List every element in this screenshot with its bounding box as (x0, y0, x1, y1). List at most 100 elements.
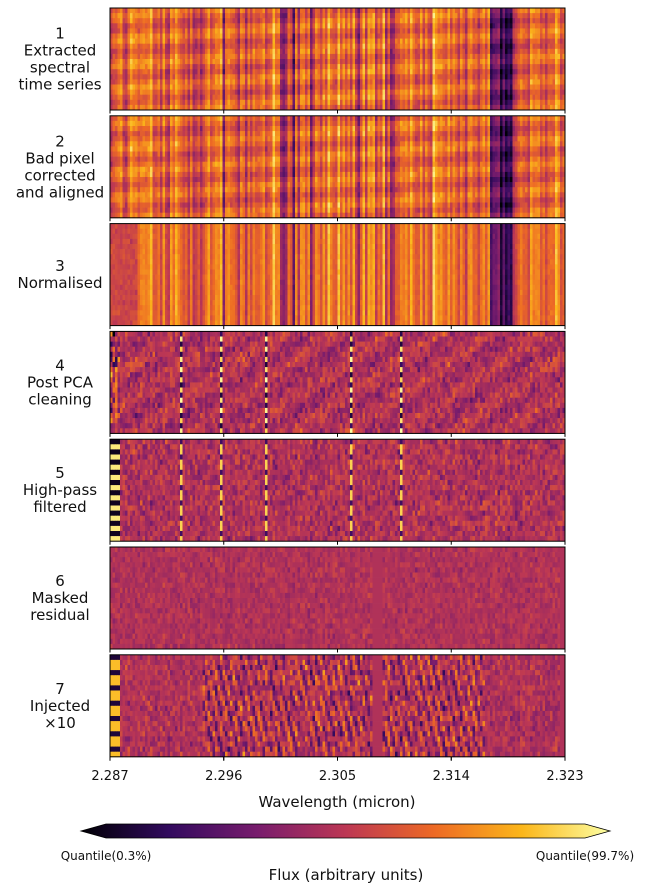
heatmap-cell (278, 74, 281, 79)
heatmap-cell (460, 23, 463, 28)
heatmap-cell (198, 39, 201, 44)
heatmap-cell (168, 85, 171, 90)
heatmap-cell (483, 131, 486, 136)
heatmap-cell (155, 39, 158, 44)
heatmap-cell (348, 64, 351, 69)
heatmap-cell (473, 95, 476, 100)
heatmap-cell (483, 64, 486, 69)
heatmap-cell (170, 54, 173, 59)
heatmap-cell (503, 64, 506, 69)
heatmap-cell (550, 95, 553, 100)
heatmap-cell (545, 44, 548, 49)
heatmap-cell (500, 85, 503, 90)
heatmap-cell (128, 49, 131, 54)
heatmap-cell (320, 64, 323, 69)
heatmap-cell (460, 79, 463, 84)
heatmap-cell (458, 100, 461, 105)
heatmap-cell (308, 146, 311, 151)
heatmap-cell (298, 49, 301, 54)
heatmap-cell (115, 34, 118, 39)
heatmap-cell (368, 59, 371, 64)
heatmap-cell (388, 131, 391, 136)
heatmap-cell (320, 23, 323, 28)
heatmap-cell (483, 34, 486, 39)
heatmap-cell (190, 64, 193, 69)
heatmap-cell (293, 146, 296, 151)
heatmap-cell (235, 23, 238, 28)
heatmap-cell (328, 64, 331, 69)
heatmap-cell (388, 95, 391, 100)
heatmap-cell (350, 74, 353, 79)
heatmap-cell (325, 131, 328, 136)
heatmap-cell (348, 116, 351, 121)
heatmap-cell (513, 34, 516, 39)
heatmap-cell (323, 126, 326, 131)
heatmap-cell (465, 79, 468, 84)
heatmap-cell (473, 54, 476, 59)
heatmap-cell (353, 44, 356, 49)
heatmap-cell (270, 54, 273, 59)
heatmap-cell (173, 23, 176, 28)
heatmap-cell (523, 54, 526, 59)
heatmap-cell (118, 8, 121, 13)
heatmap-cell (475, 74, 478, 79)
heatmap-cell (468, 8, 471, 13)
heatmap-cell (413, 59, 416, 64)
heatmap-cell (258, 85, 261, 90)
heatmap-cell (340, 8, 343, 13)
heatmap-cell (310, 54, 313, 59)
heatmap-cell (258, 90, 261, 95)
heatmap-cell (408, 100, 411, 105)
heatmap-cell (408, 146, 411, 151)
heatmap-cell (150, 64, 153, 69)
heatmap-cell (323, 44, 326, 49)
heatmap-cell (490, 44, 493, 49)
heatmap-cell (195, 49, 198, 54)
heatmap-cell (240, 121, 243, 126)
heatmap-cell (238, 13, 241, 18)
heatmap-cell (213, 79, 216, 84)
heatmap-cell (368, 95, 371, 100)
heatmap-cell (290, 121, 293, 126)
heatmap-cell (185, 141, 188, 146)
heatmap-cell (410, 59, 413, 64)
heatmap-cell (300, 74, 303, 79)
heatmap-cell (305, 74, 308, 79)
heatmap-cell (410, 131, 413, 136)
heatmap-cell (428, 8, 431, 13)
heatmap-cell (190, 23, 193, 28)
heatmap-cell (368, 136, 371, 141)
heatmap-cell (193, 100, 196, 105)
heatmap-cell (228, 69, 231, 74)
heatmap-cell (228, 90, 231, 95)
heatmap-cell (368, 146, 371, 151)
heatmap-cell (465, 64, 468, 69)
heatmap-cell (268, 131, 271, 136)
heatmap-cell (410, 74, 413, 79)
heatmap-cell (365, 85, 368, 90)
heatmap-cell (268, 152, 271, 157)
heatmap-cell (473, 100, 476, 105)
heatmap-cell (120, 74, 123, 79)
heatmap-cell (163, 141, 166, 146)
heatmap-cell (528, 141, 531, 146)
heatmap-cell (125, 79, 128, 84)
heatmap-cell (335, 13, 338, 18)
heatmap-cell (245, 69, 248, 74)
heatmap-cell (320, 69, 323, 74)
heatmap-cell (478, 18, 481, 23)
heatmap-cell (458, 59, 461, 64)
heatmap-cell (440, 100, 443, 105)
heatmap-cell (350, 79, 353, 84)
heatmap-cell (530, 39, 533, 44)
heatmap-cell (155, 136, 158, 141)
heatmap-cell (425, 74, 428, 79)
heatmap-cell (385, 69, 388, 74)
heatmap-cell (155, 95, 158, 100)
heatmap-cell (535, 126, 538, 131)
heatmap-cell (253, 39, 256, 44)
heatmap-cell (318, 126, 321, 131)
heatmap-cell (418, 146, 421, 151)
heatmap-cell (525, 141, 528, 146)
heatmap-cell (418, 39, 421, 44)
